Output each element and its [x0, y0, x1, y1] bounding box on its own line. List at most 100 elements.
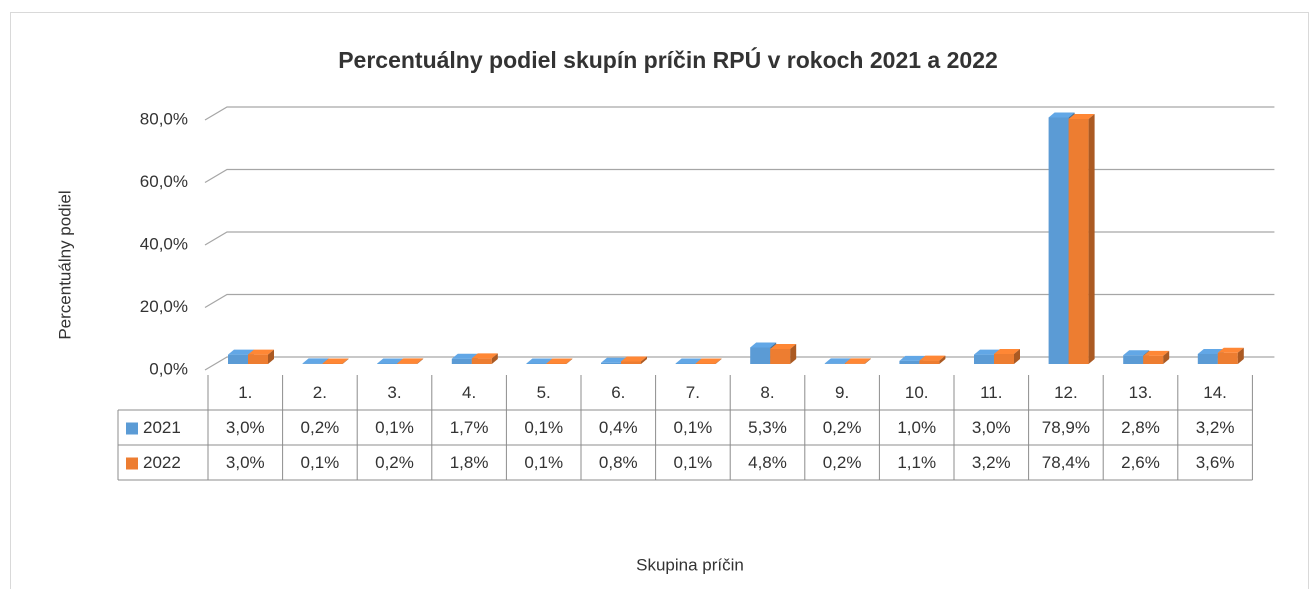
bar-top — [974, 349, 1000, 355]
table-cell: 3,0% — [226, 418, 265, 437]
x-tick-label: 1. — [238, 383, 252, 402]
table-cell: 1,0% — [897, 418, 936, 437]
y-tick-label: 60,0% — [140, 172, 188, 191]
bar-top — [1068, 114, 1095, 119]
bar — [601, 362, 621, 364]
table-cell: 5,3% — [748, 418, 787, 437]
bar-top — [899, 355, 926, 361]
table-cell: 2,8% — [1121, 418, 1160, 437]
bar-top — [1143, 350, 1170, 356]
table-cell: 0,1% — [674, 418, 713, 437]
bar — [919, 360, 940, 364]
bar-top — [770, 344, 797, 349]
bar-side — [715, 358, 722, 364]
table-cell: 0,8% — [599, 453, 638, 472]
bar-top — [844, 358, 871, 364]
table-cell: 0,2% — [375, 453, 414, 472]
bar — [695, 363, 716, 364]
legend-label: 2022 — [143, 453, 181, 472]
y-tick-label: 20,0% — [140, 297, 188, 316]
bar-side — [1163, 350, 1170, 364]
table-cell: 4,8% — [748, 453, 787, 472]
x-axis-label: Skupina príčin — [636, 555, 744, 574]
grid-line — [204, 231, 1275, 246]
bar-top — [322, 358, 349, 364]
table-cell: 78,4% — [1042, 453, 1090, 472]
x-tick-label: 6. — [611, 383, 625, 402]
table-cell: 3,2% — [1196, 418, 1235, 437]
table-cell: 0,1% — [301, 453, 340, 472]
bar — [899, 360, 920, 364]
chart-title: Percentuálny podiel skupín príčin RPÚ v … — [338, 46, 998, 73]
bar — [1217, 352, 1238, 364]
legend-label: 2021 — [143, 418, 181, 437]
x-tick-label: 14. — [1203, 383, 1227, 402]
chart-border — [10, 12, 1309, 589]
table-cell: 0,4% — [599, 418, 638, 437]
table-cell: 1,7% — [450, 418, 489, 437]
y-axis-label: Percentuálny podiel — [55, 190, 74, 339]
bar — [675, 363, 696, 364]
bar-top — [824, 358, 851, 364]
x-tick-label: 13. — [1129, 383, 1153, 402]
bar-top — [471, 353, 498, 359]
bar — [377, 363, 398, 364]
bar-top — [248, 349, 274, 355]
x-tick-label: 5. — [537, 383, 551, 402]
bar — [248, 354, 268, 364]
table-cell: 0,1% — [674, 453, 713, 472]
table-cell: 0,1% — [524, 453, 563, 472]
x-tick-label: 7. — [686, 383, 700, 402]
bar-side — [491, 353, 498, 364]
table-cell: 0,2% — [301, 418, 340, 437]
bar-side — [1237, 347, 1244, 364]
grid-line — [204, 356, 1275, 371]
bar-side — [1014, 349, 1020, 364]
bar-top — [919, 355, 946, 361]
bar-top — [695, 358, 722, 364]
x-tick-label: 12. — [1054, 383, 1078, 402]
bar-side — [268, 349, 274, 364]
bar — [974, 354, 994, 364]
bar — [844, 363, 865, 364]
bar — [994, 354, 1014, 364]
grid-line — [204, 168, 1275, 184]
bar-top — [451, 353, 478, 359]
bar — [770, 349, 791, 364]
table-cell: 0,2% — [823, 418, 862, 437]
bar — [1143, 355, 1164, 364]
bar — [750, 347, 771, 364]
bar — [526, 363, 547, 364]
x-tick-label: 4. — [462, 383, 476, 402]
bar-top — [377, 358, 404, 364]
bar-top — [994, 349, 1020, 354]
bar-top — [302, 358, 329, 364]
table-cell: 2,6% — [1121, 453, 1160, 472]
bar — [621, 361, 641, 364]
table-cell: 0,1% — [375, 418, 414, 437]
bar — [397, 363, 418, 364]
table-cell: 78,9% — [1042, 418, 1090, 437]
bar-side — [566, 358, 573, 364]
bar-top — [228, 349, 254, 355]
bar — [1123, 355, 1144, 364]
bar-top — [546, 358, 573, 364]
bar — [824, 363, 845, 364]
y-tick-label: 80,0% — [140, 109, 188, 128]
legend-swatch — [126, 422, 138, 435]
bar — [322, 363, 343, 364]
x-tick-label: 8. — [760, 383, 774, 402]
table-cell: 3,0% — [226, 453, 265, 472]
grid-line — [204, 106, 1275, 121]
x-tick-label: 3. — [387, 383, 401, 402]
bar-top — [1123, 350, 1150, 356]
bar-top — [1048, 112, 1075, 118]
bar-side — [641, 356, 647, 364]
grid-line — [204, 293, 1275, 309]
x-tick-label: 11. — [980, 383, 1002, 402]
table-cell: 0,1% — [524, 418, 563, 437]
bar-top — [621, 356, 647, 362]
bar — [546, 363, 567, 364]
table-cell: 3,2% — [972, 453, 1011, 472]
